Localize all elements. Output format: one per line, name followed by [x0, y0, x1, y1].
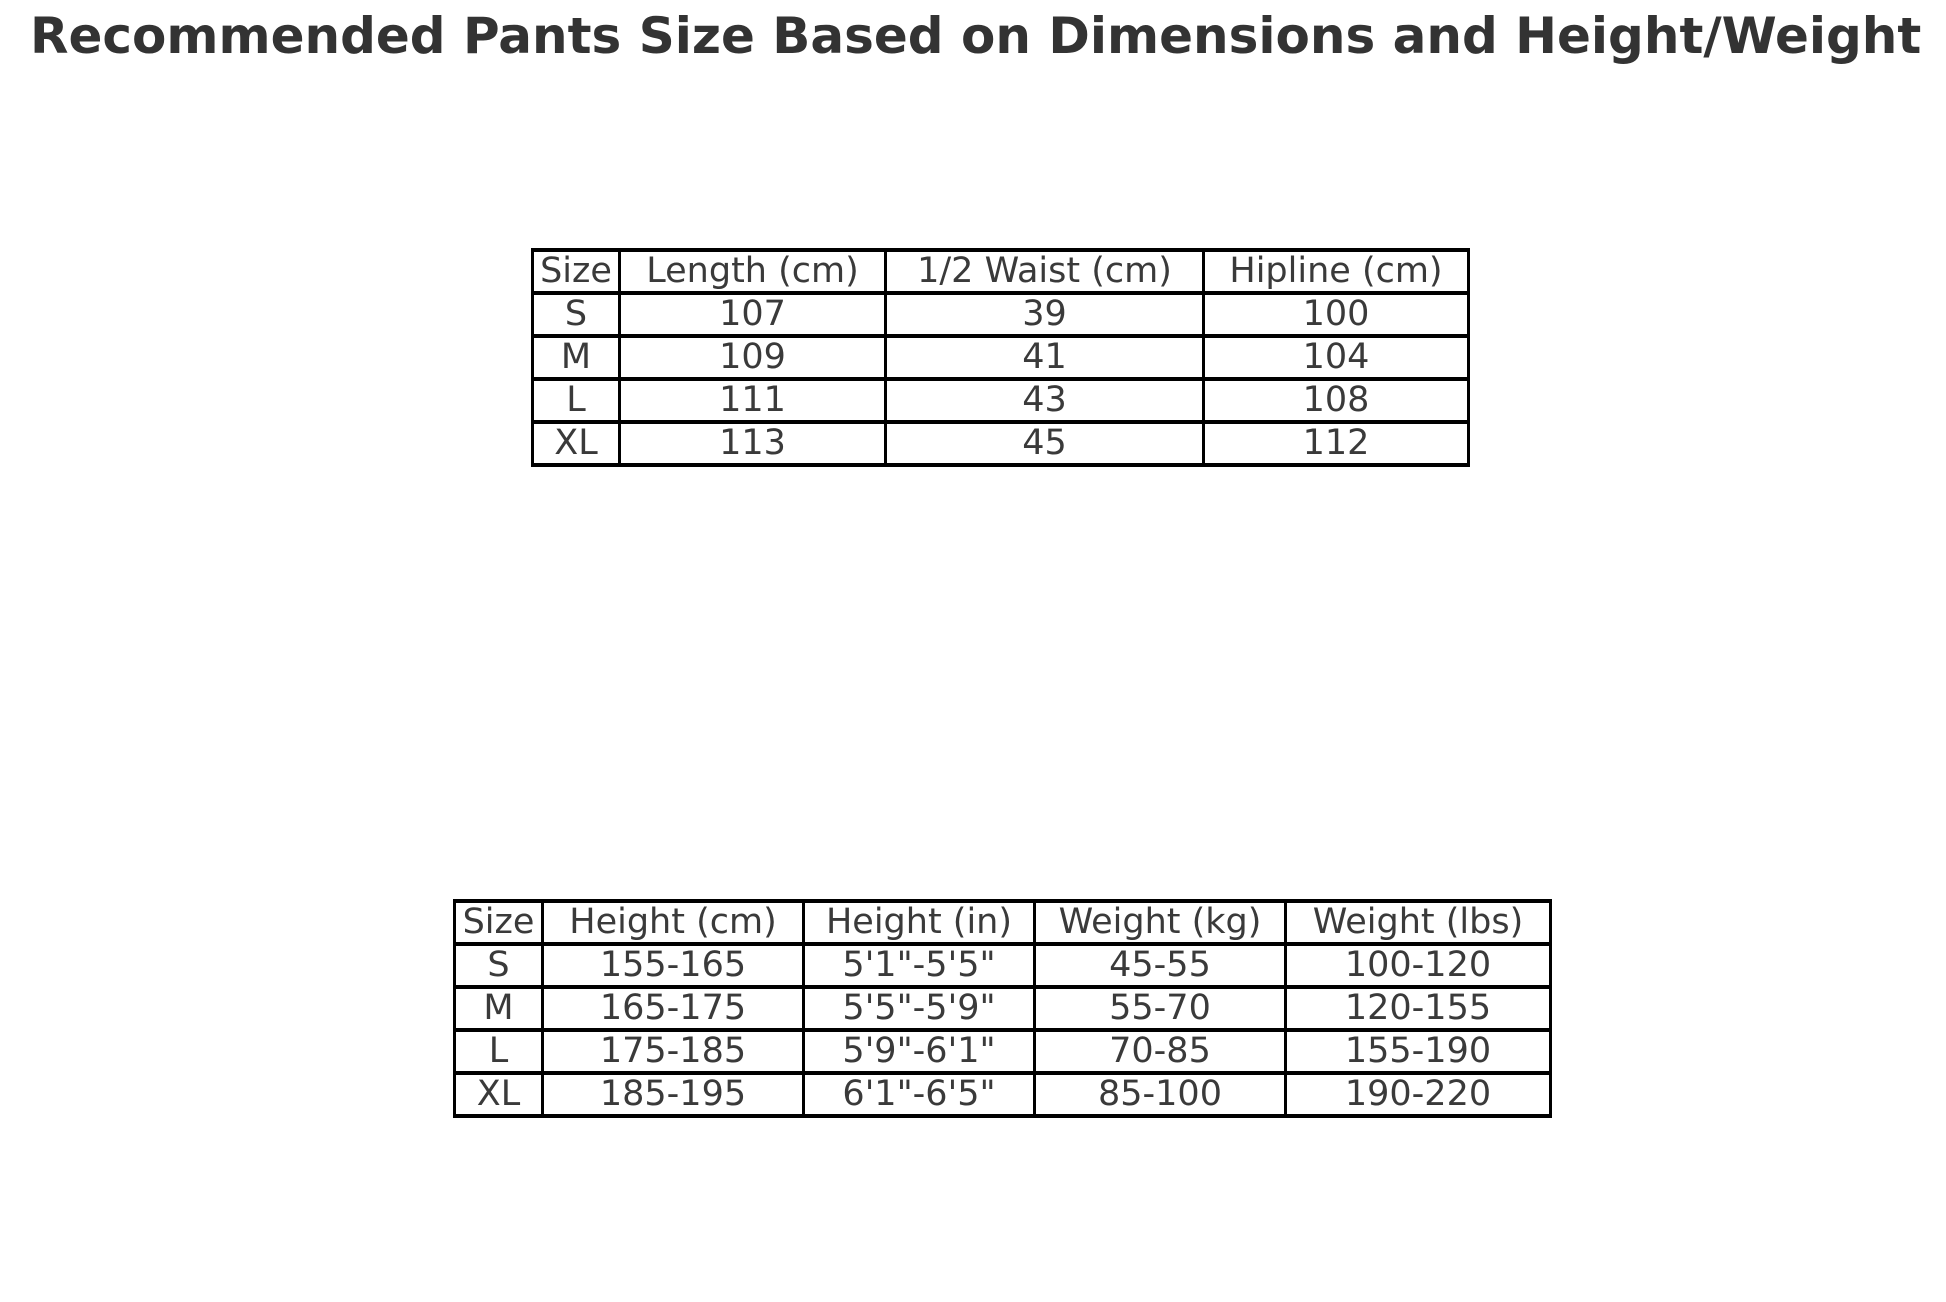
- cell-weight-kg: 45-55: [1033, 942, 1287, 989]
- table-row: XL 113 45 112: [531, 420, 1470, 467]
- cell-weight-lbs: 190-220: [1284, 1071, 1552, 1118]
- cell-hipline: 112: [1202, 420, 1470, 467]
- cell-weight-kg: 85-100: [1033, 1071, 1287, 1118]
- cell-height-in: 5'9"-6'1": [802, 1028, 1036, 1075]
- hw-header-height-cm: Height (cm): [541, 899, 805, 946]
- cell-length: 109: [618, 334, 887, 381]
- page-title: Recommended Pants Size Based on Dimensio…: [30, 7, 1922, 65]
- cell-height-cm: 165-175: [541, 985, 805, 1032]
- hw-header-height-in: Height (in): [802, 899, 1036, 946]
- cell-length: 111: [618, 377, 887, 424]
- cell-size: L: [531, 377, 621, 424]
- table-row: L 111 43 108: [531, 377, 1470, 424]
- cell-size: L: [453, 1028, 544, 1075]
- cell-size: S: [453, 942, 544, 989]
- hw-header-weight-kg: Weight (kg): [1033, 899, 1287, 946]
- dimensions-header-size: Size: [531, 248, 621, 295]
- table-row: M 109 41 104: [531, 334, 1470, 381]
- cell-hipline: 108: [1202, 377, 1470, 424]
- cell-waist: 45: [884, 420, 1205, 467]
- cell-weight-lbs: 100-120: [1284, 942, 1552, 989]
- cell-size: M: [453, 985, 544, 1032]
- cell-waist: 39: [884, 291, 1205, 338]
- hw-header-weight-lbs: Weight (lbs): [1284, 899, 1552, 946]
- cell-size: S: [531, 291, 621, 338]
- table-row: XL 185-195 6'1"-6'5" 85-100 190-220: [453, 1071, 1552, 1118]
- table-row: S 155-165 5'1"-5'5" 45-55 100-120: [453, 942, 1552, 989]
- cell-size: M: [531, 334, 621, 381]
- table-row: L 175-185 5'9"-6'1" 70-85 155-190: [453, 1028, 1552, 1075]
- cell-size: XL: [531, 420, 621, 467]
- dimensions-header-length: Length (cm): [618, 248, 887, 295]
- table-row: M 165-175 5'5"-5'9" 55-70 120-155: [453, 985, 1552, 1032]
- height-weight-header-row: Size Height (cm) Height (in) Weight (kg)…: [453, 899, 1552, 946]
- cell-height-cm: 185-195: [541, 1071, 805, 1118]
- dimensions-header-waist: 1/2 Waist (cm): [884, 248, 1205, 295]
- cell-waist: 41: [884, 334, 1205, 381]
- cell-length: 107: [618, 291, 887, 338]
- hw-header-size: Size: [453, 899, 544, 946]
- pants-dimensions-table: Size Length (cm) 1/2 Waist (cm) Hipline …: [531, 248, 1470, 467]
- cell-height-cm: 155-165: [541, 942, 805, 989]
- cell-height-cm: 175-185: [541, 1028, 805, 1075]
- cell-hipline: 100: [1202, 291, 1470, 338]
- cell-waist: 43: [884, 377, 1205, 424]
- cell-weight-lbs: 155-190: [1284, 1028, 1552, 1075]
- cell-hipline: 104: [1202, 334, 1470, 381]
- cell-height-in: 6'1"-6'5": [802, 1071, 1036, 1118]
- cell-weight-kg: 70-85: [1033, 1028, 1287, 1075]
- dimensions-header-row: Size Length (cm) 1/2 Waist (cm) Hipline …: [531, 248, 1470, 295]
- dimensions-header-hipline: Hipline (cm): [1202, 248, 1470, 295]
- cell-weight-kg: 55-70: [1033, 985, 1287, 1032]
- cell-size: XL: [453, 1071, 544, 1118]
- table-row: S 107 39 100: [531, 291, 1470, 338]
- height-weight-table: Size Height (cm) Height (in) Weight (kg)…: [453, 899, 1552, 1118]
- cell-length: 113: [618, 420, 887, 467]
- cell-height-in: 5'1"-5'5": [802, 942, 1036, 989]
- cell-height-in: 5'5"-5'9": [802, 985, 1036, 1032]
- cell-weight-lbs: 120-155: [1284, 985, 1552, 1032]
